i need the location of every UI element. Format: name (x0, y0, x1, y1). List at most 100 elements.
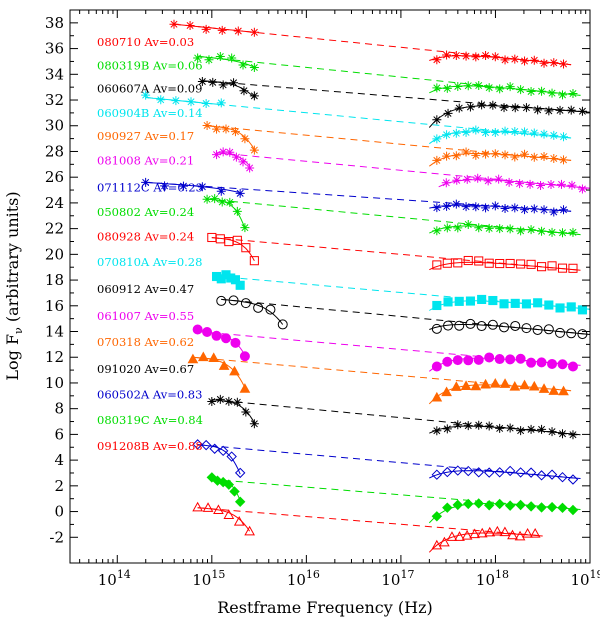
data-point (212, 475, 223, 486)
data-point (185, 20, 195, 30)
data-point (451, 50, 461, 60)
data-point (228, 295, 239, 306)
data-point (187, 353, 199, 364)
data-point (504, 500, 516, 511)
optical-fit-curve (202, 80, 255, 99)
data-point (471, 52, 481, 62)
data-point (471, 150, 481, 160)
y-tick-label: 18 (45, 271, 64, 289)
data-point (477, 294, 487, 305)
plot-frame (69, 9, 591, 564)
data-point (494, 174, 504, 184)
data-point (536, 470, 547, 481)
data-point (558, 429, 568, 439)
data-point (510, 320, 521, 331)
data-point (227, 53, 237, 63)
data-point (520, 127, 530, 137)
data-point (240, 134, 250, 144)
data-point (516, 426, 526, 436)
data-point (515, 353, 526, 364)
data-point (567, 180, 577, 190)
data-point (515, 179, 525, 189)
data-point (490, 149, 500, 159)
data-point (490, 201, 500, 211)
data-point (525, 179, 535, 189)
data-point (221, 333, 231, 344)
series-7 (202, 194, 581, 238)
data-point (229, 365, 240, 376)
data-point (463, 81, 473, 91)
data-point (197, 351, 209, 362)
data-point (441, 178, 451, 188)
data-point (568, 263, 578, 273)
data-point (249, 145, 259, 155)
data-point (235, 280, 245, 290)
axes-layer (69, 9, 591, 564)
data-point (218, 147, 228, 157)
data-point (481, 128, 491, 138)
model-line (197, 331, 581, 366)
data-point (510, 103, 520, 113)
data-point (490, 127, 500, 137)
data-point (202, 194, 212, 204)
data-point (442, 151, 452, 161)
data-point (537, 86, 547, 96)
data-point (207, 397, 217, 407)
data-point (568, 227, 578, 237)
series-label: 091208B Av=0.88 (97, 439, 203, 453)
data-point (505, 224, 515, 234)
data-point (465, 318, 476, 329)
series-1 (193, 51, 581, 100)
data-point (461, 147, 471, 157)
data-point (432, 134, 442, 144)
data-point (225, 197, 235, 207)
data-point (528, 380, 540, 391)
data-point (546, 469, 558, 480)
data-point (546, 180, 556, 190)
data-point (577, 106, 587, 116)
data-point (451, 128, 461, 138)
y-axis-label-units: (arbitrary units) (3, 191, 22, 327)
data-point (505, 82, 515, 92)
data-point (431, 511, 443, 522)
data-point (474, 223, 484, 233)
data-point (452, 175, 462, 185)
data-point (453, 258, 463, 268)
model-line (197, 507, 543, 537)
xray-fit-curve (429, 324, 591, 335)
data-point (232, 235, 242, 245)
data-point (520, 56, 530, 66)
data-point (557, 471, 568, 483)
xray-fit-curve (438, 179, 591, 189)
data-point (539, 58, 549, 68)
data-point (193, 53, 203, 63)
data-point (432, 155, 442, 165)
data-point (547, 427, 557, 437)
data-point (431, 323, 442, 334)
data-point (452, 465, 463, 476)
data-point (529, 152, 539, 162)
data-point (439, 536, 450, 547)
y-tick-label: 8 (54, 400, 64, 418)
data-point (452, 355, 463, 366)
data-point (577, 184, 587, 194)
data-point (473, 173, 483, 183)
model-line (197, 444, 581, 480)
data-point (577, 329, 588, 340)
data-point (441, 386, 452, 397)
data-point (474, 420, 484, 430)
data-point (499, 103, 509, 113)
data-point (463, 465, 474, 477)
data-point (210, 194, 220, 204)
data-point (500, 204, 510, 214)
data-point (446, 531, 458, 541)
y-tick-label: 10 (45, 374, 64, 392)
data-point (510, 127, 520, 137)
data-point (474, 81, 484, 91)
data-point (212, 124, 222, 134)
data-point (245, 163, 255, 173)
data-point (211, 330, 222, 341)
data-point (200, 439, 212, 451)
data-point (201, 24, 211, 34)
